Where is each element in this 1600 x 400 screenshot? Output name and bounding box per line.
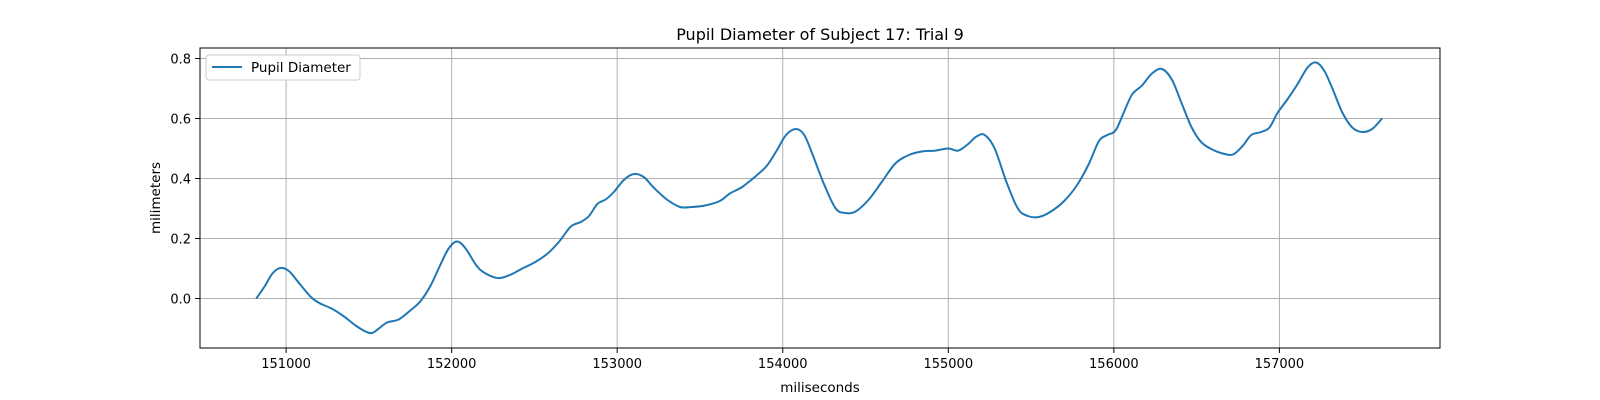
y-tick-label: 0.0 bbox=[170, 293, 191, 308]
x-tick-label: 157000 bbox=[1255, 357, 1305, 372]
legend-label: Pupil Diameter bbox=[251, 60, 351, 76]
y-tick-label: 0.2 bbox=[170, 233, 191, 248]
x-tick-label: 151000 bbox=[261, 357, 311, 372]
chart-title: Pupil Diameter of Subject 17: Trial 9 bbox=[676, 25, 964, 44]
x-tick-label: 156000 bbox=[1089, 357, 1139, 372]
y-tick-label: 0.6 bbox=[170, 113, 191, 128]
plot-frame bbox=[199, 47, 1441, 349]
x-tick-label: 152000 bbox=[427, 357, 477, 372]
legend: Pupil Diameter bbox=[205, 54, 361, 81]
x-axis-label: miliseconds bbox=[780, 380, 860, 396]
x-tick-label: 154000 bbox=[758, 357, 808, 372]
x-tick-label: 155000 bbox=[923, 357, 973, 372]
y-axis-label: milimeters bbox=[148, 162, 164, 234]
legend-box bbox=[205, 54, 361, 81]
grid-layer bbox=[200, 48, 1440, 348]
series-line-pupil-diameter bbox=[255, 61, 1383, 335]
y-tick-label: 0.8 bbox=[170, 53, 191, 68]
ticks-layer: 151000 152000 153000 154000 155000 156000 1570… bbox=[170, 53, 1304, 373]
line-layer bbox=[255, 61, 1383, 335]
y-tick-label: 0.4 bbox=[170, 173, 191, 188]
x-tick-label: 153000 bbox=[592, 357, 642, 372]
